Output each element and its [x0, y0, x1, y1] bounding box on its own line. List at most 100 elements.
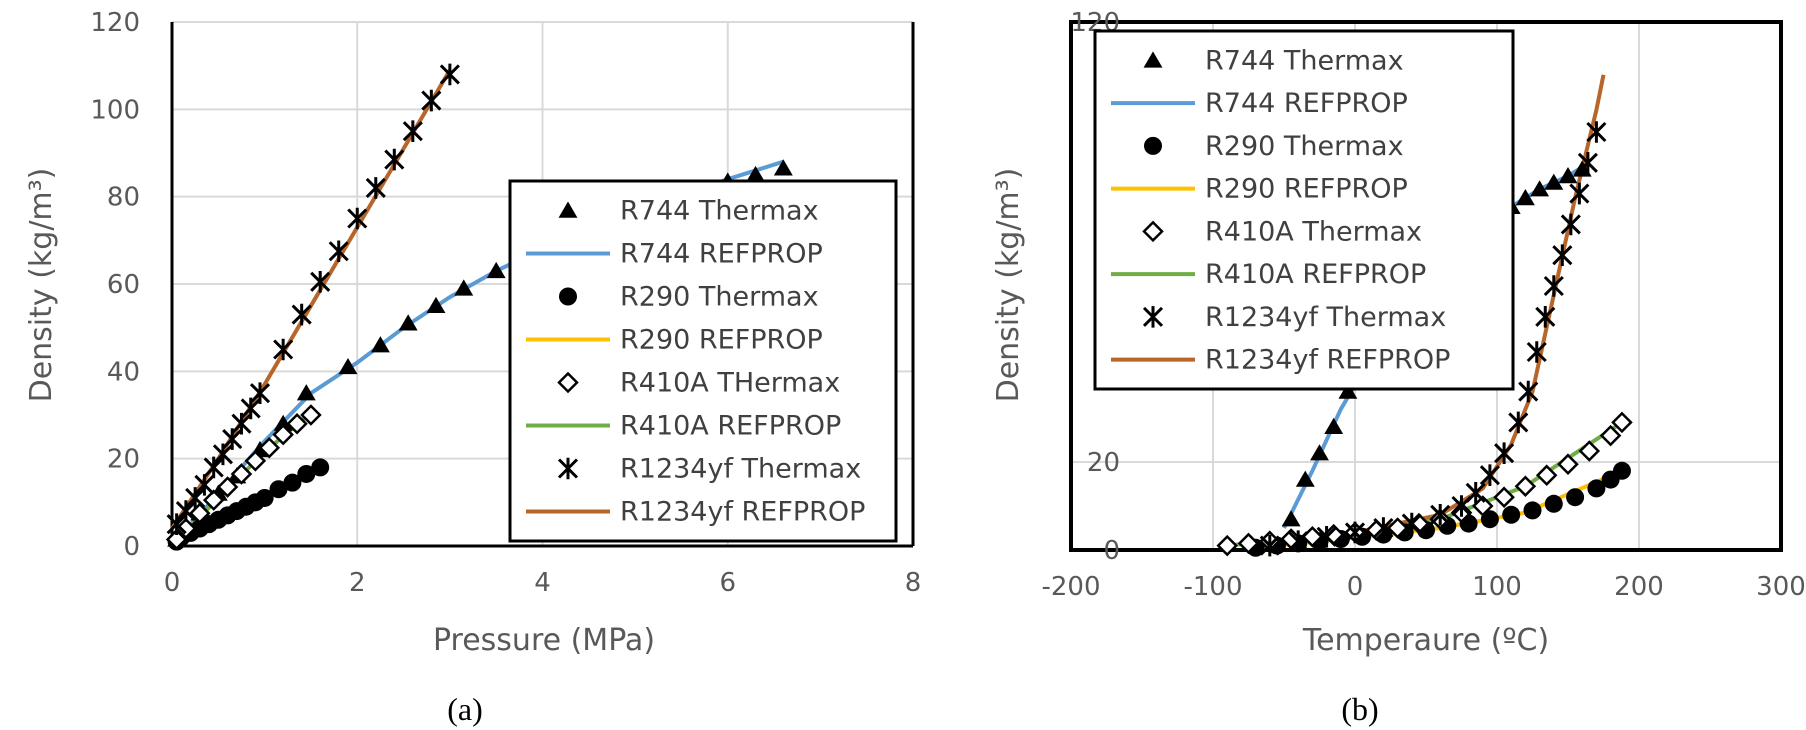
data-point — [1386, 517, 1409, 539]
data-point — [1514, 475, 1537, 497]
y-tick-label: 120 — [90, 8, 140, 38]
data-point — [1566, 488, 1585, 507]
legend-label: R290 Thermax — [620, 282, 819, 313]
series-r410a-thermax — [1216, 411, 1633, 557]
y-tick-label: 100 — [90, 95, 140, 125]
data-point — [1316, 526, 1337, 548]
data-point — [1558, 167, 1578, 184]
x-tick-label: 8 — [905, 568, 922, 598]
chart-b-caption: (b) — [1341, 691, 1378, 727]
data-point — [311, 458, 330, 477]
y-tick-label: 20 — [107, 445, 140, 475]
x-tick-label: 0 — [1347, 572, 1364, 602]
data-point — [746, 165, 765, 183]
chart-a-gridlines — [170, 21, 915, 548]
x-tick-label: 2 — [349, 568, 366, 598]
legend-label: R1234yf Thermax — [1205, 302, 1446, 333]
x-tick-label: -100 — [1183, 572, 1242, 602]
legend-box — [508, 179, 898, 543]
data-point — [1544, 173, 1564, 190]
series-r290-thermax — [1246, 461, 1631, 557]
data-point — [1237, 532, 1260, 555]
data-point — [365, 177, 386, 199]
legend-label: R290 REFPROP — [1205, 174, 1408, 205]
x-tick-label: 300 — [1756, 572, 1806, 602]
data-point — [297, 464, 316, 483]
legend-label: R1234yf REFPROP — [620, 497, 865, 528]
legend-label: R410A THermax — [620, 368, 840, 399]
legend-label: R1234yf REFPROP — [1205, 345, 1450, 376]
y-tick-label: 60 — [107, 270, 140, 300]
chart-a-caption: (a) — [447, 691, 483, 727]
data-point — [249, 382, 271, 404]
data-point — [194, 474, 215, 496]
legend-swatch — [557, 371, 579, 394]
data-point — [310, 271, 331, 293]
data-point — [1401, 512, 1422, 535]
data-point — [426, 296, 446, 314]
legend-label: R744 REFPROP — [1205, 88, 1408, 119]
data-point — [328, 240, 349, 263]
data-point — [486, 261, 506, 279]
data-point — [203, 456, 224, 479]
data-point — [1465, 482, 1486, 504]
x-tick-label: 6 — [719, 568, 736, 598]
legend-label: R290 REFPROP — [620, 325, 823, 356]
data-point — [1518, 380, 1539, 403]
data-point — [1515, 189, 1535, 206]
y-tick-label: 0 — [1103, 536, 1120, 566]
legend-swatch — [1143, 51, 1163, 68]
data-point — [175, 500, 196, 522]
data-point — [1530, 180, 1550, 197]
data-point — [1508, 411, 1529, 434]
data-point — [1612, 461, 1631, 480]
data-point — [439, 63, 460, 86]
x-tick-label: 100 — [1472, 572, 1522, 602]
data-point — [1587, 479, 1606, 498]
data-point — [291, 303, 312, 326]
data-point — [338, 357, 358, 375]
legend-box — [1093, 29, 1515, 391]
data-point — [165, 528, 188, 551]
data-point — [1494, 442, 1515, 464]
chart-b-y-axis-label: Density (kg/m³) — [991, 168, 1026, 403]
data-point — [1373, 517, 1394, 539]
data-point — [185, 487, 206, 509]
data-point — [421, 89, 442, 112]
y-tick-label: 40 — [107, 357, 140, 387]
data-point — [1493, 486, 1515, 508]
data-point — [370, 336, 390, 353]
data-point — [1310, 444, 1329, 461]
data-point — [1338, 382, 1358, 399]
data-point — [454, 279, 474, 296]
legend-label: R1234yf Thermax — [620, 454, 861, 485]
data-point — [1281, 510, 1301, 527]
y-tick-label: 0 — [123, 532, 140, 562]
legend-label: R744 REFPROP — [620, 239, 823, 270]
data-point — [1599, 424, 1622, 447]
x-tick-label: -200 — [1041, 572, 1100, 602]
data-point — [272, 423, 294, 446]
legend-swatch — [1144, 136, 1162, 155]
data-point — [1480, 510, 1499, 529]
data-point — [384, 148, 405, 171]
data-point — [1502, 505, 1521, 524]
x-tick-label: 200 — [1614, 572, 1664, 602]
data-point — [1430, 504, 1451, 526]
data-point — [347, 207, 368, 230]
data-point — [269, 480, 288, 499]
data-point — [1535, 464, 1558, 486]
y-tick-label: 80 — [107, 183, 140, 213]
legend-label: R744 Thermax — [1205, 45, 1404, 76]
data-point — [1216, 534, 1238, 557]
data-point — [773, 159, 793, 176]
data-point — [1526, 341, 1547, 363]
data-point — [1577, 152, 1598, 174]
data-point — [1259, 534, 1280, 557]
data-point — [283, 473, 302, 492]
data-point — [1324, 417, 1344, 434]
